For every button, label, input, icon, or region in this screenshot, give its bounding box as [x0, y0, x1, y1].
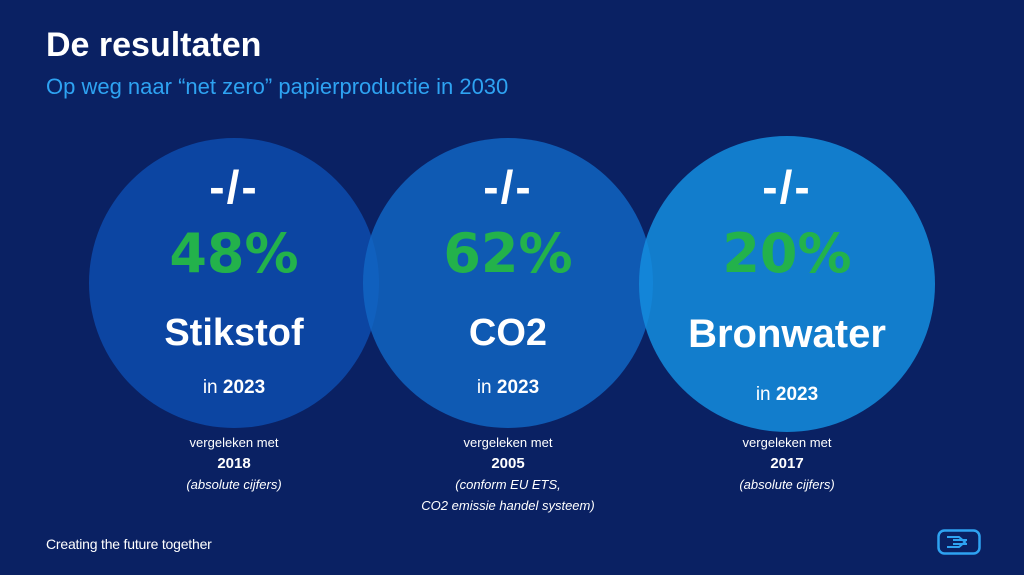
comparison-block: vergeleken met 2005 (conform EU ETS, CO2…	[358, 432, 658, 516]
reduction-symbol: -/-	[209, 161, 259, 213]
compare-note: (absolute cijfers)	[739, 477, 835, 492]
page-subtitle: Op weg naar “net zero” papierproductie i…	[46, 74, 509, 99]
compare-label: vergeleken met	[742, 435, 832, 450]
metric-year: in 2023	[637, 384, 937, 406]
reduction-symbol: -/-	[762, 161, 812, 213]
compare-year: 2005	[491, 455, 525, 472]
reduction-symbol: -/-	[483, 161, 533, 213]
compare-year: 2017	[770, 455, 804, 472]
reduction-percent: 20%	[722, 222, 852, 285]
company-logo-icon	[937, 529, 981, 555]
year-value: 2023	[222, 377, 266, 398]
comparison-block: vergeleken met 2017 (absolute cijfers)	[637, 432, 937, 495]
compare-note: (absolute cijfers)	[186, 477, 282, 492]
compare-label: vergeleken met	[463, 435, 553, 450]
reduction-percent: 48%	[169, 222, 299, 285]
metric-name: CO2	[468, 312, 548, 354]
metric-year: in 2023	[358, 377, 658, 399]
co2-circle	[363, 138, 653, 428]
compare-year: 2018	[217, 455, 251, 472]
stikstof-circle	[89, 138, 379, 428]
compare-note-2: CO2 emissie handel systeem)	[421, 498, 595, 513]
bronwater-circle	[639, 136, 935, 432]
compare-note: (conform EU ETS,	[455, 477, 561, 492]
year-value: 2023	[775, 384, 819, 405]
comparison-block: vergeleken met 2018 (absolute cijfers)	[84, 432, 384, 495]
year-value: 2023	[496, 377, 540, 398]
page-title: De resultaten	[46, 26, 262, 64]
metric-name: Bronwater	[688, 312, 886, 356]
year-prefix: in	[202, 377, 218, 398]
compare-label: vergeleken met	[189, 435, 279, 450]
metric-year: in 2023	[84, 377, 384, 399]
metric-name: Stikstof	[164, 312, 304, 354]
footer-tagline: Creating the future together	[46, 536, 212, 552]
reduction-percent: 62%	[443, 222, 573, 285]
year-prefix: in	[476, 377, 492, 398]
year-prefix: in	[755, 384, 771, 405]
